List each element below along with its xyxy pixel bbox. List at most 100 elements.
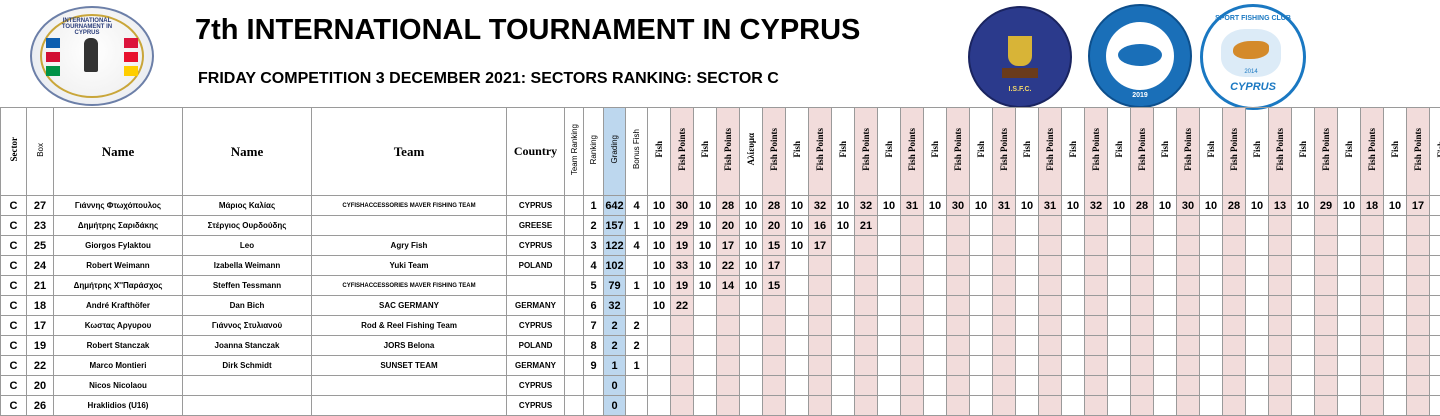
- name-cell: Robert Stanczak: [53, 335, 183, 356]
- fish-cell: [1107, 335, 1131, 356]
- fish-points-cell: [854, 235, 878, 256]
- fish-cell: 10: [647, 255, 671, 276]
- fish-points-cell: [1314, 275, 1338, 296]
- fish-points-cell: [1222, 315, 1246, 336]
- fish-cell: 10: [693, 215, 717, 236]
- fish-points-cell: [854, 255, 878, 276]
- fish-cell: [1199, 335, 1223, 356]
- fish-points-cell: [992, 275, 1016, 296]
- fish-points-cell: [1268, 235, 1292, 256]
- page-subtitle: FRIDAY COMPETITION 3 DECEMBER 2021: SECT…: [198, 70, 779, 87]
- team-cell: JORS Belona: [311, 335, 507, 356]
- fish-cell: [1429, 395, 1440, 416]
- name-cell: Izabella Weimann: [182, 255, 312, 276]
- fish-points-cell: [1038, 255, 1062, 276]
- fish-points-cell: [1130, 355, 1154, 376]
- catch-header-label: Fish: [1390, 141, 1400, 158]
- ranking-cell: 1: [583, 195, 604, 216]
- fish-points-cell: [716, 315, 740, 336]
- fish-cell: [1383, 355, 1407, 376]
- fish-cell: [1153, 395, 1177, 416]
- header-box-label: Box: [35, 142, 45, 157]
- fish-cell: [969, 255, 993, 276]
- fish-points-cell: [1130, 295, 1154, 316]
- fish-cell: [1429, 275, 1440, 296]
- fish-points-cell: [1222, 355, 1246, 376]
- catch-header-label: Fish Points: [1091, 128, 1101, 171]
- fish-cell: [1015, 315, 1039, 336]
- fish-points-cell: [854, 275, 878, 296]
- page-header: INTERNATIONAL TOURNAMENT IN CYPRUS 7th I…: [0, 0, 1440, 110]
- header-team: Team: [311, 107, 507, 196]
- fish-cell: [831, 275, 855, 296]
- fish-points-cell: 22: [716, 255, 740, 276]
- country-cell: POLAND: [506, 255, 565, 276]
- table-row: C 23 Δημήτρης Σαριδάκης Στέργιος Ουρδούδης G…: [0, 215, 1440, 236]
- fish-points-cell: [1268, 355, 1292, 376]
- ranking-cell: 4: [583, 255, 604, 276]
- fish-cell: [923, 375, 947, 396]
- fish-cell: [923, 335, 947, 356]
- fish-cell: [1429, 315, 1440, 336]
- header-fish-points: Fish Points: [946, 107, 970, 196]
- fish-points-cell: [1084, 295, 1108, 316]
- fish-cell: 10: [969, 195, 993, 216]
- fish-cell: [1245, 375, 1269, 396]
- fish-cell: [923, 315, 947, 336]
- fish-cell: [1153, 335, 1177, 356]
- fish-cell: [969, 275, 993, 296]
- header-fish-points: Fish Points: [1360, 107, 1384, 196]
- fish-cell: [1429, 255, 1440, 276]
- fish-cell: [1061, 255, 1085, 276]
- fish-cell: [831, 235, 855, 256]
- header-fish: Fish: [1015, 107, 1039, 196]
- fish-cell: [1061, 315, 1085, 336]
- fish-cell: [831, 355, 855, 376]
- fish-points-cell: 29: [670, 215, 694, 236]
- country-cell: GREESE: [506, 215, 565, 236]
- ranking-cell: 3: [583, 235, 604, 256]
- catch-header-label: Fish: [1344, 141, 1354, 158]
- fish-points-cell: [946, 235, 970, 256]
- fish-points-cell: [1222, 255, 1246, 276]
- fish-points-cell: [1268, 335, 1292, 356]
- tournament-logo-text: INTERNATIONAL TOURNAMENT IN CYPRUS: [61, 18, 113, 36]
- fish-points-cell: [1406, 315, 1430, 336]
- fish-cell: 10: [785, 195, 809, 216]
- table-row: C 21 Δημήτρης Χ''Παράσχος Steffen Tessmann C…: [0, 275, 1440, 296]
- fish-cell: [1015, 215, 1039, 236]
- fish-cell: [877, 395, 901, 416]
- fish-cell: [693, 295, 717, 316]
- team-cell: SAC GERMANY: [311, 295, 507, 316]
- fish-points-cell: [762, 335, 786, 356]
- fish-points-cell: 17: [716, 235, 740, 256]
- table-row: C 17 Κωστας Αργυρου Γιάννος Στυλιανού Rod & …: [0, 315, 1440, 336]
- table-header-row: Sector Box Name Name Team Country Team Ranking…: [0, 107, 1440, 196]
- name-cell: [182, 375, 312, 396]
- name-cell: Κωστας Αργυρου: [53, 315, 183, 336]
- fish-points-cell: [808, 375, 832, 396]
- header-fish-points: Fish Points: [670, 107, 694, 196]
- fish-cell: [1107, 375, 1131, 396]
- fish-points-cell: [992, 235, 1016, 256]
- fish-points-cell: 33: [670, 255, 694, 276]
- country-cell: CYPRUS: [506, 375, 565, 396]
- fish-cell: [969, 395, 993, 416]
- fish-cell: 10: [647, 295, 671, 316]
- fish-points-cell: 32: [854, 195, 878, 216]
- team-cell: Rod & Reel Fishing Team: [311, 315, 507, 336]
- country-cell: CYPRUS: [506, 395, 565, 416]
- header-fish: Αλίευμα: [739, 107, 763, 196]
- fish-points-cell: [900, 375, 924, 396]
- bonus-cell: 1: [625, 215, 648, 236]
- catch-header-label: Fish: [1068, 141, 1078, 158]
- header-fish: Fish: [1337, 107, 1361, 196]
- fish-points-cell: [1084, 235, 1108, 256]
- fish-points-cell: [1084, 315, 1108, 336]
- federation-logo-year: 2019: [1132, 92, 1148, 99]
- fish-points-cell: [854, 315, 878, 336]
- team-cell: [311, 215, 507, 236]
- header-fish: Fish: [647, 107, 671, 196]
- fish-points-cell: [808, 255, 832, 276]
- name-cell: Μάριος Καλίας: [182, 195, 312, 216]
